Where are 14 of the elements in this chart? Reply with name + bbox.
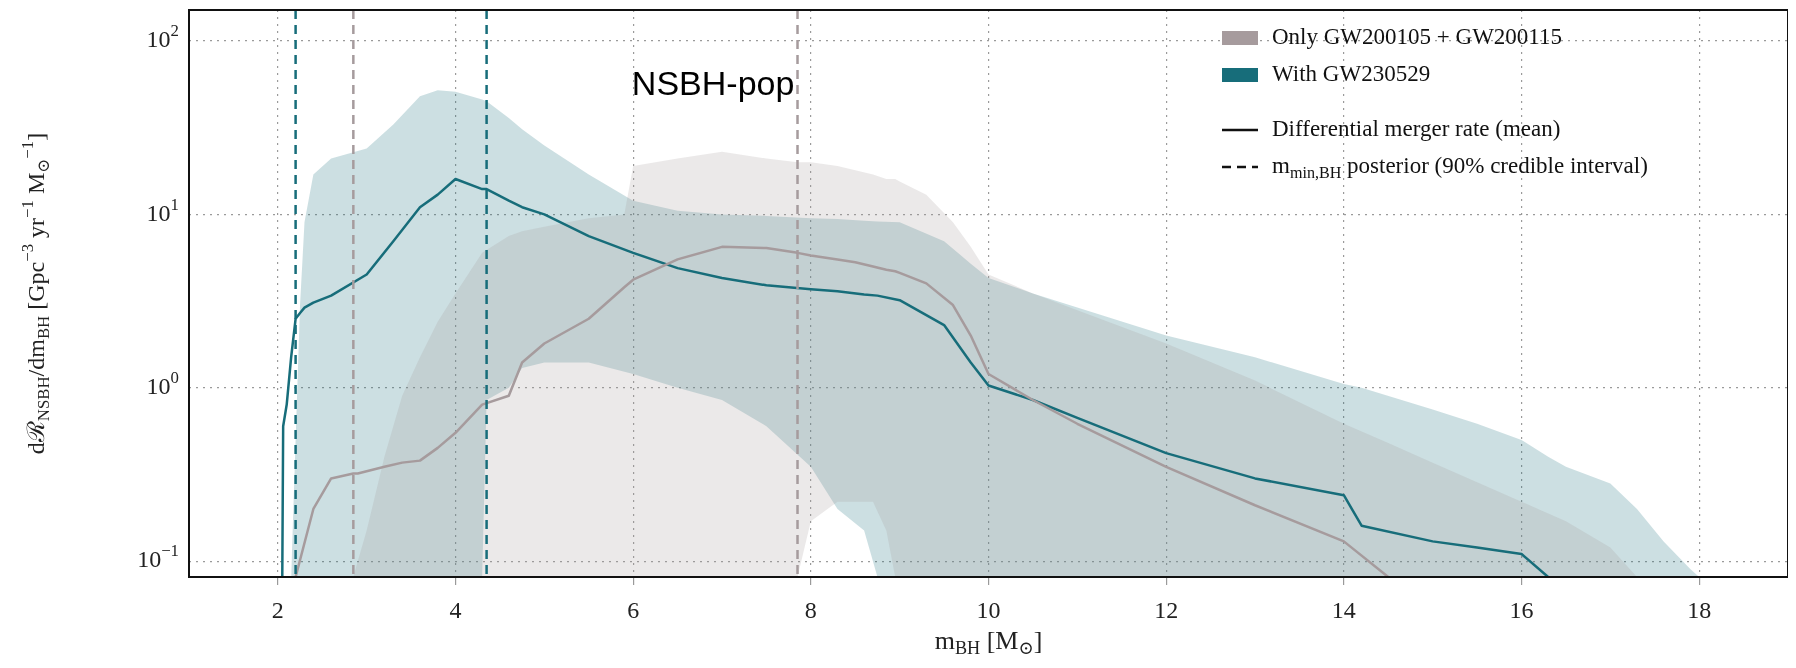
annotation: NSBH-pop [631,64,795,103]
x-tick-label: 8 [804,596,817,623]
annotation: Differential merger rate (mean) [1272,116,1561,142]
x-tick-label: 10 [976,596,1001,623]
x-tick-label: 16 [1509,596,1534,623]
legend-label: With GW230529 [1272,61,1431,87]
legend-label: Only GW200105 + GW200115 [1272,24,1563,50]
x-tick-label: 6 [627,596,640,623]
x-tick-label: 18 [1687,596,1712,623]
x-tick-label: 4 [449,596,462,623]
text: dℛNSBH/dmBH [Gpc−3 yr−1 M⊙−1] [18,132,54,455]
x-tick-label: 12 [1154,596,1179,623]
x-tick-label: 2 [271,596,284,623]
x-tick-label: 14 [1331,596,1356,623]
